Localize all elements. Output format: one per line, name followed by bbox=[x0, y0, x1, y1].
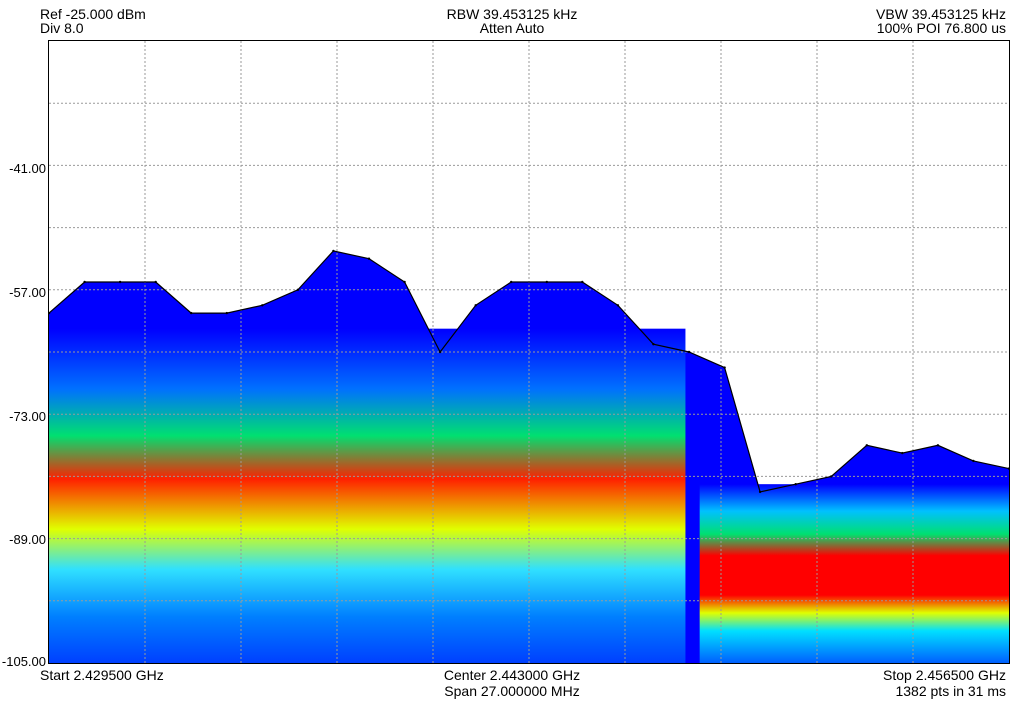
data-point bbox=[758, 490, 762, 494]
data-point bbox=[190, 311, 193, 315]
div-scale: Div 8.0 bbox=[40, 20, 84, 36]
data-point bbox=[225, 311, 228, 315]
y-tick-label: -57.00 bbox=[9, 285, 46, 300]
data-point bbox=[865, 444, 868, 447]
density-band bbox=[49, 328, 686, 663]
vbw: VBW 39.453125 kHz bbox=[876, 6, 1006, 22]
data-point bbox=[616, 304, 620, 307]
data-point bbox=[438, 350, 442, 354]
grid-layer bbox=[49, 41, 1009, 663]
stop-freq: Stop 2.456500 GHz bbox=[883, 667, 1006, 683]
data-point bbox=[687, 350, 691, 354]
y-tick-label: -73.00 bbox=[9, 409, 46, 424]
density-layer bbox=[49, 250, 1009, 663]
data-point bbox=[261, 304, 264, 307]
data-point bbox=[118, 280, 122, 284]
density-band bbox=[699, 484, 1009, 663]
ref-level: Ref -25.000 dBm bbox=[40, 6, 146, 22]
trace-layer bbox=[49, 249, 1009, 494]
data-point bbox=[545, 280, 548, 284]
data-point bbox=[83, 280, 86, 284]
trace-line bbox=[49, 250, 1009, 493]
data-point bbox=[1007, 467, 1009, 470]
start-freq: Start 2.429500 GHz bbox=[40, 667, 164, 683]
center-freq: Center 2.443000 GHz bbox=[443, 667, 581, 683]
rbw: RBW 39.453125 kHz bbox=[446, 6, 578, 22]
sweep-points: 1382 pts in 31 ms bbox=[895, 683, 1006, 699]
data-point bbox=[474, 304, 477, 307]
y-tick-label: -89.00 bbox=[9, 532, 46, 547]
y-tick-label: -105.00 bbox=[1, 654, 46, 669]
data-point bbox=[403, 280, 406, 284]
data-point bbox=[332, 249, 335, 253]
data-point bbox=[794, 483, 797, 486]
data-point bbox=[581, 280, 584, 284]
data-point bbox=[652, 343, 655, 346]
data-point bbox=[936, 444, 940, 447]
spectrum-plot bbox=[48, 40, 1010, 664]
data-point bbox=[154, 280, 157, 284]
y-tick-label: -41.00 bbox=[9, 161, 46, 176]
atten: Atten Auto bbox=[479, 20, 545, 36]
poi: 100% POI 76.800 us bbox=[876, 20, 1006, 36]
data-point bbox=[723, 366, 726, 369]
span: Span 27.000000 MHz bbox=[444, 683, 580, 699]
data-point bbox=[367, 257, 371, 260]
data-point bbox=[510, 280, 513, 284]
data-point bbox=[901, 451, 904, 455]
data-point bbox=[972, 459, 975, 463]
data-point bbox=[830, 475, 833, 478]
spectrum-chart bbox=[49, 41, 1009, 663]
data-point bbox=[296, 288, 300, 291]
data-point bbox=[49, 311, 51, 315]
